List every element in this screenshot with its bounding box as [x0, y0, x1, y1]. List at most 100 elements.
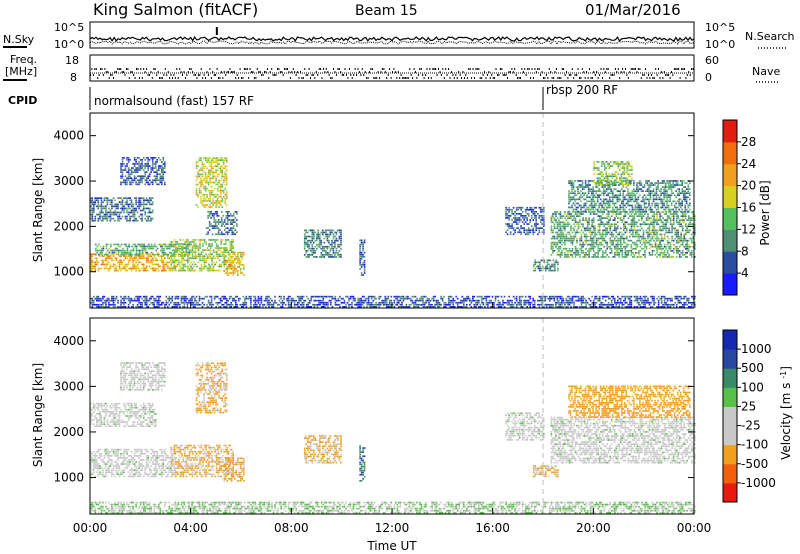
data-cell	[676, 192, 679, 195]
data-cell	[616, 190, 619, 192]
freq-sample	[630, 68, 632, 70]
data-cell	[556, 227, 559, 230]
data-cell	[630, 250, 633, 252]
freq-sample	[650, 74, 652, 76]
data-cell	[582, 225, 584, 228]
data-cell	[595, 196, 597, 199]
data-cell	[684, 192, 686, 195]
data-cell	[631, 194, 634, 197]
data-cell	[561, 217, 563, 219]
data-cell	[154, 163, 157, 165]
data-cell	[624, 198, 626, 201]
data-cell	[176, 251, 179, 253]
data-cell	[604, 231, 607, 234]
data-cell	[164, 171, 166, 173]
data-cell	[211, 243, 213, 245]
data-cell	[680, 252, 682, 254]
data-cell	[102, 211, 104, 214]
data-cell	[651, 227, 654, 230]
data-cell	[622, 192, 625, 195]
data-cell	[583, 256, 586, 258]
data-cell	[668, 229, 670, 232]
data-cell	[305, 252, 307, 254]
data-cell	[530, 225, 533, 227]
data-cell	[151, 269, 154, 272]
data-cell	[570, 217, 572, 219]
data-cell	[543, 206, 545, 209]
data-cell	[681, 237, 684, 240]
data-cell	[546, 259, 549, 262]
freq-sample	[226, 71, 228, 73]
data-cell	[590, 188, 593, 190]
data-cell	[543, 217, 545, 219]
data-cell	[100, 197, 103, 199]
data-cell	[212, 204, 214, 206]
freq-sample	[594, 74, 596, 76]
data-cell	[203, 198, 205, 200]
data-cell	[218, 163, 220, 165]
data-cell	[117, 261, 119, 264]
data-cell	[617, 254, 619, 256]
data-cell	[634, 210, 637, 213]
data-cell	[642, 198, 644, 201]
freq-sample	[249, 68, 251, 70]
data-cell	[110, 245, 112, 248]
data-cell	[591, 225, 593, 228]
data-cell	[669, 256, 672, 258]
data-cell	[552, 215, 554, 217]
data-cell	[362, 253, 364, 256]
data-cell	[152, 245, 154, 248]
data-cell	[200, 185, 202, 188]
data-cell	[108, 257, 110, 260]
data-cell	[320, 252, 323, 254]
data-cell	[135, 217, 137, 220]
data-cell	[139, 257, 142, 260]
data-cell	[624, 237, 627, 240]
data-cell	[225, 157, 228, 159]
data-cell	[574, 233, 577, 236]
data-cell	[224, 202, 226, 204]
data-cell	[203, 261, 206, 264]
data-cell	[694, 256, 696, 258]
data-cell	[203, 167, 205, 170]
data-cell	[585, 252, 587, 254]
data-cell	[218, 159, 220, 161]
data-cell	[231, 229, 233, 231]
freq-sample	[495, 68, 497, 70]
data-cell	[225, 211, 227, 213]
freq-sample	[558, 77, 560, 79]
data-cell	[564, 213, 566, 215]
data-cell	[564, 252, 566, 254]
data-cell	[194, 269, 197, 272]
data-cell	[217, 215, 220, 217]
data-cell	[652, 184, 655, 186]
data-cell	[557, 263, 559, 266]
data-cell	[635, 243, 637, 246]
data-cell	[142, 267, 145, 270]
data-cell	[224, 249, 227, 251]
data-cell	[636, 225, 639, 228]
data-cell	[582, 219, 584, 221]
data-cell	[635, 247, 637, 250]
data-cell	[161, 165, 163, 167]
data-cell	[129, 259, 131, 262]
data-cell	[214, 233, 217, 236]
data-cell	[219, 200, 222, 202]
data-cell	[633, 227, 636, 230]
data-cell	[118, 215, 121, 218]
data-cell	[191, 253, 194, 256]
data-cell	[225, 231, 227, 234]
data-cell	[610, 231, 613, 234]
data-cell	[311, 235, 314, 238]
data-cell	[164, 167, 166, 169]
data-cell	[305, 235, 307, 238]
data-cell	[214, 257, 216, 260]
data-cell	[219, 159, 222, 161]
data-cell	[210, 185, 213, 188]
data-cell	[643, 184, 646, 186]
data-cell	[123, 207, 125, 210]
data-cell	[630, 252, 633, 254]
data-cell	[212, 265, 215, 268]
data-cell	[90, 205, 92, 208]
data-cell	[144, 175, 146, 178]
